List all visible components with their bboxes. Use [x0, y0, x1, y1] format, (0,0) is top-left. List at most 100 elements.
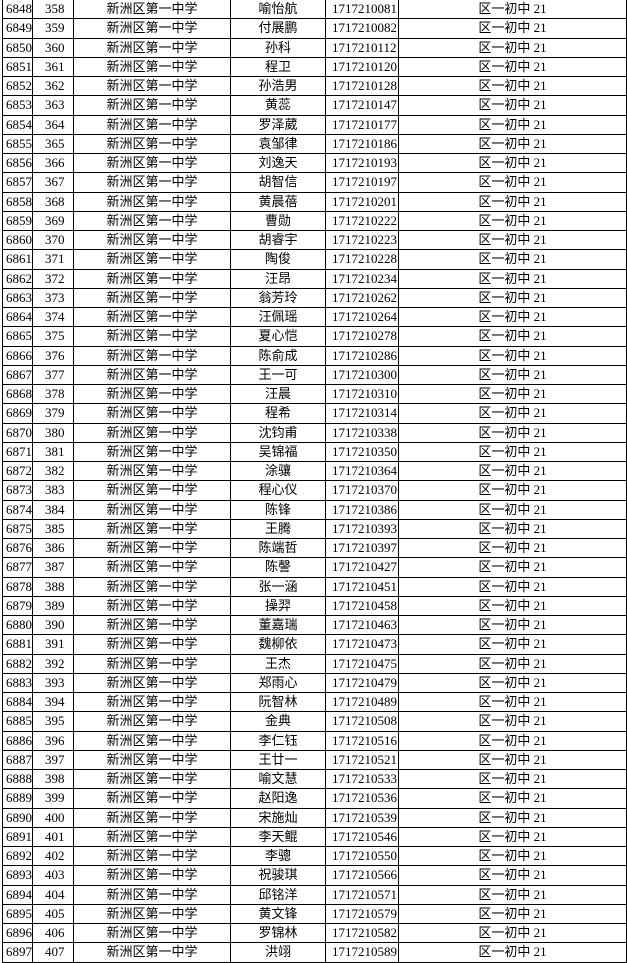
- table-row: 6849 359 新洲区第一中学 付展鹏 1717210082 区一初中 21: [2, 18, 627, 39]
- row-number: 6865: [2, 326, 33, 347]
- seq-number: 402: [32, 845, 74, 867]
- school-name: 新洲区第一中学: [73, 865, 231, 886]
- table-row: 6880 390 新洲区第一中学 董嘉瑞 1717210463 区一初中 21: [2, 614, 627, 636]
- table-row: 6891 401 新洲区第一中学 李天鲲 1717210546 区一初中 21: [2, 826, 627, 848]
- row-number: 6879: [2, 595, 33, 617]
- school-name: 新洲区第一中学: [73, 403, 231, 424]
- student-id: 1717210300: [325, 364, 399, 386]
- seq-number: 376: [32, 345, 74, 366]
- student-id: 1717210364: [325, 460, 399, 482]
- school-name: 新洲区第一中学: [73, 653, 231, 674]
- table-row: 6878 388 新洲区第一中学 张一涵 1717210451 区一初中 21: [2, 576, 627, 597]
- row-number: 6886: [2, 730, 33, 751]
- seq-number: 401: [32, 826, 74, 848]
- student-name: 王杰: [230, 653, 326, 674]
- school-name: 新洲区第一中学: [73, 268, 231, 289]
- class-name: 区一初中 21: [398, 576, 627, 597]
- table-row: 6861 371 新洲区第一中学 陶俊 1717210228 区一初中 21: [2, 249, 627, 270]
- seq-number: 392: [32, 653, 74, 674]
- table-row: 6890 400 新洲区第一中学 宋施灿 1717210539 区一初中 21: [2, 807, 627, 828]
- student-name: 陈锋: [230, 499, 326, 520]
- student-name: 曹勋: [230, 210, 326, 232]
- student-id: 1717210262: [325, 287, 399, 309]
- row-number: 6854: [2, 114, 33, 135]
- class-name: 区一初中 21: [398, 730, 627, 751]
- seq-number: 361: [32, 56, 74, 78]
- student-id: 1717210393: [325, 518, 399, 540]
- student-name: 胡睿宇: [230, 229, 326, 251]
- student-id: 1717210539: [325, 807, 399, 828]
- student-id: 1717210228: [325, 249, 399, 270]
- table-row: 6889 399 新洲区第一中学 赵阳逸 1717210536 区一初中 21: [2, 788, 627, 809]
- school-name: 新洲区第一中学: [73, 210, 231, 232]
- school-name: 新洲区第一中学: [73, 557, 231, 578]
- table-row: 6884 394 新洲区第一中学 阮智林 1717210489 区一初中 21: [2, 691, 627, 713]
- student-name: 涂骧: [230, 460, 326, 482]
- student-id: 1717210128: [325, 75, 399, 97]
- class-name: 区一初中 21: [398, 191, 627, 212]
- student-name: 胡智信: [230, 172, 326, 193]
- seq-number: 364: [32, 114, 74, 135]
- class-name: 区一初中 21: [398, 229, 627, 251]
- school-name: 新洲区第一中学: [73, 691, 231, 713]
- table-row: 6865 375 新洲区第一中学 夏心恺 1717210278 区一初中 21: [2, 326, 627, 347]
- student-name: 陈俞成: [230, 345, 326, 366]
- student-id: 1717210120: [325, 56, 399, 78]
- class-name: 区一初中 21: [398, 326, 627, 347]
- student-id: 1717210201: [325, 191, 399, 212]
- seq-number: 372: [32, 268, 74, 289]
- seq-number: 395: [32, 711, 74, 732]
- row-number: 6862: [2, 268, 33, 289]
- school-name: 新洲区第一中学: [73, 634, 231, 655]
- class-name: 区一初中 21: [398, 865, 627, 886]
- table-row: 6855 365 新洲区第一中学 袁邹律 1717210186 区一初中 21: [2, 133, 627, 155]
- student-id: 1717210223: [325, 229, 399, 251]
- seq-number: 363: [32, 95, 74, 116]
- school-name: 新洲区第一中学: [73, 788, 231, 809]
- student-id: 1717210338: [325, 422, 399, 443]
- seq-number: 404: [32, 884, 74, 905]
- student-id: 1717210571: [325, 884, 399, 905]
- table-row: 6866 376 新洲区第一中学 陈俞成 1717210286 区一初中 21: [2, 345, 627, 366]
- student-id: 1717210479: [325, 672, 399, 694]
- class-name: 区一初中 21: [398, 287, 627, 309]
- school-name: 新洲区第一中学: [73, 306, 231, 328]
- seq-number: 403: [32, 865, 74, 886]
- school-name: 新洲区第一中学: [73, 172, 231, 193]
- class-name: 区一初中 21: [398, 75, 627, 97]
- table-row: 6860 370 新洲区第一中学 胡睿宇 1717210223 区一初中 21: [2, 229, 627, 251]
- class-name: 区一初中 21: [398, 614, 627, 636]
- school-name: 新洲区第一中学: [73, 499, 231, 520]
- class-name: 区一初中 21: [398, 749, 627, 771]
- class-name: 区一初中 21: [398, 807, 627, 828]
- student-id: 1717210234: [325, 268, 399, 289]
- school-name: 新洲区第一中学: [73, 576, 231, 597]
- school-name: 新洲区第一中学: [73, 249, 231, 270]
- student-name: 沈钧甫: [230, 422, 326, 443]
- class-name: 区一初中 21: [398, 634, 627, 655]
- student-name: 郑雨心: [230, 672, 326, 694]
- seq-number: 379: [32, 403, 74, 424]
- student-name: 罗锦林: [230, 922, 326, 944]
- seq-number: 373: [32, 287, 74, 309]
- student-name: 喻文慧: [230, 768, 326, 790]
- table-row: 6871 381 新洲区第一中学 吴锦福 1717210350 区一初中 21: [2, 441, 627, 463]
- seq-number: 360: [32, 37, 74, 58]
- student-name: 程希: [230, 403, 326, 424]
- student-name: 宋施灿: [230, 807, 326, 828]
- table-row: 6893 403 新洲区第一中学 祝骏琪 1717210566 区一初中 21: [2, 865, 627, 886]
- seq-number: 381: [32, 441, 74, 463]
- row-number: 6864: [2, 306, 33, 328]
- row-number: 6884: [2, 691, 33, 713]
- student-id: 1717210310: [325, 383, 399, 405]
- table-row: 6853 363 新洲区第一中学 黄蕊 1717210147 区一初中 21: [2, 95, 627, 116]
- table-row: 6875 385 新洲区第一中学 王腾 1717210393 区一初中 21: [2, 518, 627, 540]
- seq-number: 369: [32, 210, 74, 232]
- seq-number: 358: [32, 0, 74, 20]
- seq-number: 359: [32, 18, 74, 39]
- student-name: 赵阳逸: [230, 788, 326, 809]
- school-name: 新洲区第一中学: [73, 884, 231, 905]
- seq-number: 380: [32, 422, 74, 443]
- seq-number: 400: [32, 807, 74, 828]
- student-name: 李仁钰: [230, 730, 326, 751]
